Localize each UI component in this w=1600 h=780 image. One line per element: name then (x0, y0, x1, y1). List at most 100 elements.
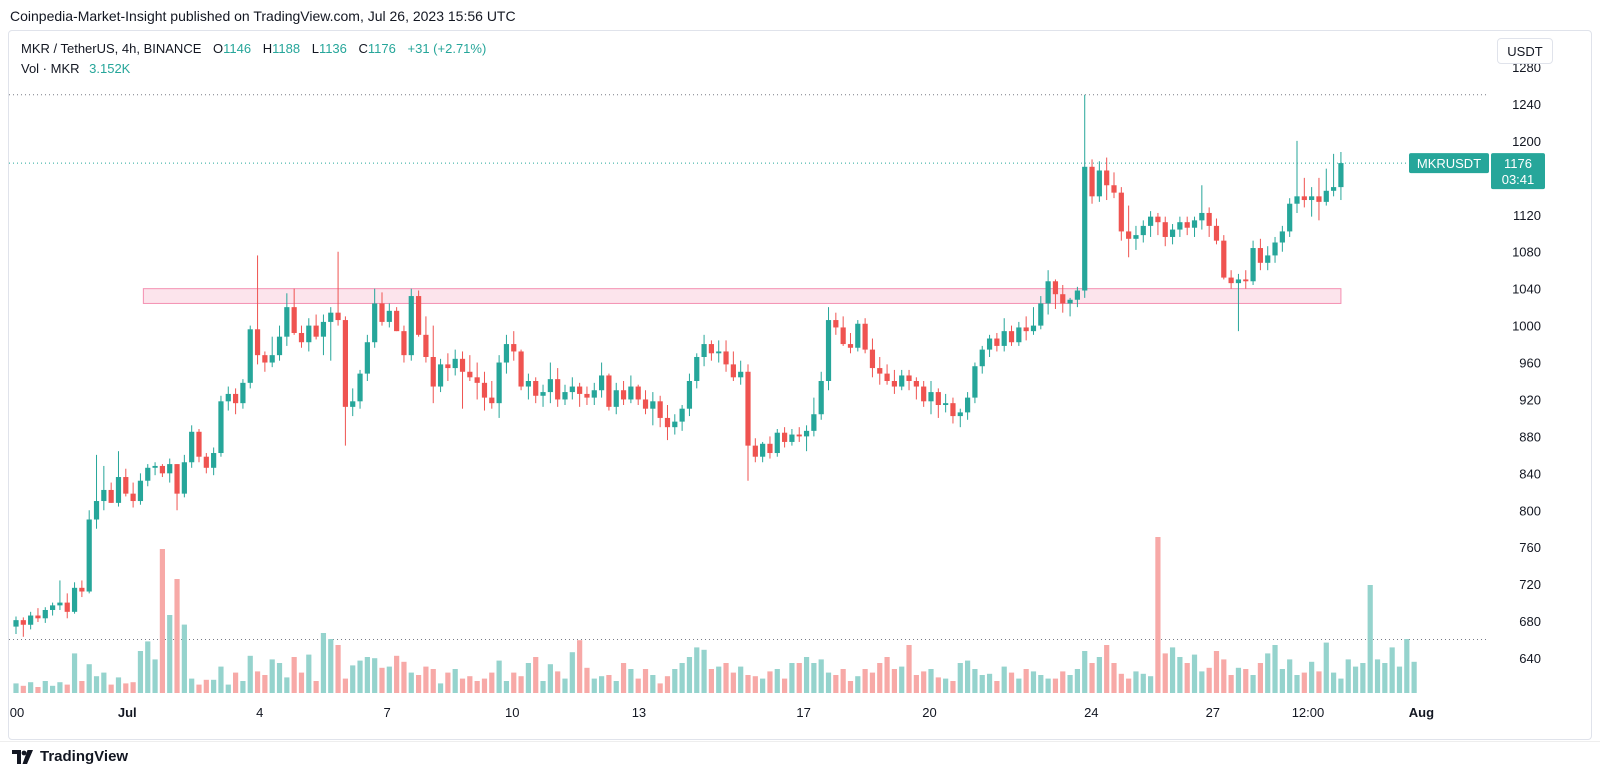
volume-label[interactable]: Vol · MKR (21, 61, 80, 76)
volume-bar (555, 671, 561, 693)
volume-bar (93, 676, 100, 693)
candle-body (1148, 216, 1154, 226)
volume-bar (350, 665, 356, 693)
volume-bar (979, 675, 985, 693)
volume-bar (335, 645, 341, 693)
volume-bar (233, 672, 239, 693)
x-tick-label: 20 (922, 705, 936, 720)
volume-bar (137, 651, 144, 693)
volume-bar (577, 640, 583, 693)
volume-bar (372, 658, 378, 693)
volume-bar (1404, 639, 1410, 693)
volume-bar (913, 675, 919, 693)
candle-body (767, 443, 773, 454)
volume-bar (1272, 645, 1278, 693)
candle-body (452, 358, 458, 369)
volume-bar (459, 678, 466, 693)
volume-value: 3.152K (89, 61, 131, 76)
candle-body (1169, 229, 1176, 237)
candle-body (606, 375, 612, 407)
symbol-badge (1409, 153, 1489, 174)
candle-body (145, 467, 151, 481)
candle-body (1272, 242, 1278, 256)
volume-bar (738, 666, 744, 693)
volume-bar (686, 657, 693, 693)
candle-body (664, 417, 671, 428)
volume-bar (379, 667, 385, 693)
volume-bar (708, 669, 714, 693)
candle-body (320, 321, 327, 337)
candle-body (1301, 196, 1307, 201)
volume-bar (408, 672, 414, 693)
volume-bar (1367, 585, 1373, 693)
candle-body (1060, 294, 1066, 304)
candle-body (35, 615, 41, 619)
volume-bar (430, 669, 436, 693)
candle-body (796, 434, 802, 437)
volume-bar (240, 681, 246, 693)
chart-legend: MKR / TetherUS, 4h, BINANCE O1146 H1188 … (21, 39, 494, 79)
volume-bar (965, 660, 971, 693)
volume-bar (569, 652, 575, 693)
candle-body (240, 382, 246, 404)
volume-bar (218, 666, 224, 693)
candle-body (1162, 222, 1168, 237)
volume-bar (1038, 675, 1044, 693)
candle-body (372, 303, 378, 343)
volume-bar (79, 681, 85, 693)
volume-bar (467, 676, 473, 693)
candle-body (518, 351, 524, 387)
volume-bar (899, 666, 905, 693)
volume-bar (1250, 675, 1256, 693)
candle-body (108, 489, 114, 503)
candle-body (379, 303, 385, 322)
volume-bar (64, 684, 70, 693)
candle-body (994, 338, 1000, 346)
candle-body (57, 602, 63, 606)
y-tick-label: 800 (1519, 503, 1541, 518)
candle-body (833, 320, 839, 328)
volume-bar (694, 647, 700, 693)
volume-bar (364, 657, 370, 693)
volume-bar (189, 678, 195, 693)
candle-body (174, 464, 180, 494)
y-tick-label: 880 (1519, 429, 1541, 444)
candle-body (189, 431, 195, 463)
symbol-label[interactable]: MKR / TetherUS, 4h, BINANCE (21, 41, 202, 56)
candle-body (1067, 299, 1073, 304)
volume-bar (1301, 672, 1307, 693)
volume-bar (225, 684, 231, 693)
volume-bar (1111, 663, 1117, 693)
candle-body (1250, 248, 1256, 282)
volume-bar (167, 615, 173, 693)
candle-body (928, 392, 934, 402)
candle-body (1184, 222, 1190, 228)
candle-body (262, 355, 268, 363)
volume-bar (1060, 671, 1066, 693)
volume-bar (789, 663, 795, 693)
candle-body (613, 390, 619, 407)
candle-body (218, 401, 224, 454)
volume-bar (1287, 659, 1293, 693)
volume-bar (284, 677, 290, 693)
volume-bar (313, 681, 319, 693)
candle-body (672, 421, 678, 428)
tradingview-logo[interactable]: TradingView (12, 748, 128, 765)
candle-body (1221, 240, 1227, 278)
volume-bar (1082, 651, 1088, 693)
candle-body (459, 358, 466, 372)
candle-body (825, 320, 832, 381)
volume-bar (1140, 673, 1146, 693)
volume-bar (1265, 653, 1271, 693)
candle-body (738, 371, 744, 378)
volume-bar (1096, 657, 1102, 693)
volume-bar (782, 678, 788, 693)
volume-bar (745, 675, 751, 693)
volume-bar (752, 676, 758, 693)
candle-body (50, 605, 56, 610)
candle-body (481, 382, 488, 398)
currency-button[interactable]: USDT (1497, 38, 1553, 64)
tradingview-icon (12, 749, 33, 764)
chart-canvas[interactable]: 1280124012001160112010801040100096092088… (9, 31, 1592, 740)
candle-body (979, 349, 985, 367)
